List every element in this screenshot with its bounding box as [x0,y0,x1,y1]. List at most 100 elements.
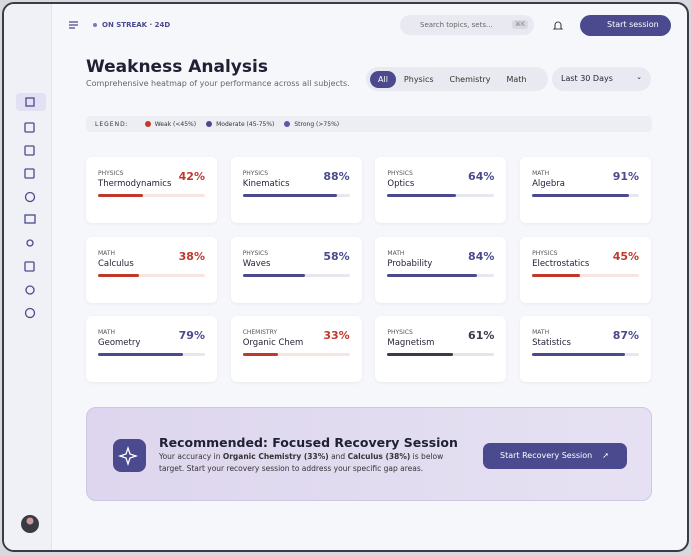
rec-text-bold: Organic Chemistry (33%) [222,452,329,461]
start-session-button[interactable]: Start session [580,15,671,36]
card-subject: PHYSICS [242,170,269,177]
progress-track [98,194,205,197]
filter-tab[interactable]: All [370,70,396,88]
card-subject: PHYSICS [98,170,124,177]
legend: LEGEND: Weak (<45%) Moderate (45-75%) Stron… [86,116,652,132]
card-topic: Waves [242,258,271,269]
card-topic: Organic Chem [242,338,304,348]
rocket-icon: ➚ [602,451,609,460]
card-topic: Optics [387,179,415,189]
page-subtitle: Comprehensive heatmap of your performanc… [86,79,350,88]
search-placeholder: Search topics, sets... [420,21,493,29]
legend-dot [144,121,151,127]
period-select[interactable]: Last 30 Days ⌄ [552,67,651,91]
progress-fill [387,273,478,277]
topic-card[interactable]: MATH Statistics 87% [520,316,652,382]
card-subject: MATH [532,329,550,336]
card-subject: PHYSICS [387,170,413,177]
progress-fill [98,273,139,277]
active-nav-bg [16,93,46,111]
legend-item: Strong (>75%) [284,121,339,128]
nav-settings[interactable] [25,285,35,295]
topic-card[interactable]: MATH Probability 84% [375,236,507,303]
progress-fill [242,273,305,277]
progress-fill [242,194,337,197]
progress-track [242,194,350,197]
progress-track [387,353,495,356]
progress-fill [532,353,626,356]
rec-title: Recommended: Focused Recovery Session [159,435,458,450]
card-subject: PHYSICS [242,249,269,257]
progress-track [242,273,350,277]
progress-track [387,194,495,197]
card-score: 33% [323,329,350,342]
topic-card[interactable]: PHYSICS Optics 64% [375,157,507,223]
card-topic: Geometry [98,338,141,348]
bell[interactable] [552,20,564,32]
legend-item: Moderate (45-75%) [206,121,274,128]
sidebar-icons [16,93,46,533]
card-topic: Electrostatics [532,258,590,269]
nav-stats[interactable] [24,145,35,156]
card-topic: Calculus [98,258,134,269]
nav-timer[interactable] [24,191,36,203]
chevron: ⌄ [636,73,642,81]
progress-track [532,353,640,356]
nav-community[interactable] [26,239,34,247]
card-subject: MATH [98,249,115,257]
topic-card[interactable]: PHYSICS Magnetism 61% [375,316,507,382]
nav-calendar[interactable] [24,168,35,179]
card-subject: CHEMISTRY [242,329,278,336]
card-score: 58% [323,249,350,263]
card-subject: MATH [532,170,550,177]
card-topic: Thermodynamics [98,179,172,189]
avatar-face [26,517,34,525]
topic-card[interactable]: MATH Calculus 38% [86,236,217,303]
search-box[interactable]: Search topics, sets... ⌘K [400,15,534,35]
rec-text-part: and [328,452,348,461]
progress-fill [98,194,143,197]
topic-card[interactable]: CHEMISTRY Organic Chem 33% [230,316,362,382]
rec-text-bold: Calculus (38%) [347,452,411,461]
legend-dot [206,121,213,127]
nav-dashboard[interactable] [25,97,35,107]
topic-card[interactable]: MATH Geometry 79% [86,316,217,382]
card-score: 91% [612,170,640,183]
card-topic: Algebra [532,179,565,189]
progress-track [98,273,205,277]
card-score: 88% [323,170,350,183]
card-topic: Statistics [532,338,571,348]
start-recovery-button[interactable]: Start Recovery Session ➚ [483,443,627,469]
topic-card[interactable]: PHYSICS Electrostatics 45% [520,236,652,303]
sparkle-icon [113,439,146,472]
topic-card[interactable]: PHYSICS Thermodynamics 42% [86,157,217,223]
nav-help[interactable] [24,307,36,319]
subject-tabs: All Physics Chemistry Math [366,67,548,91]
rec-text-part: Your accuracy in [159,452,223,461]
card-topic: Kinematics [242,179,290,189]
card-score: 42% [178,170,205,183]
nav-sets[interactable] [24,122,35,133]
filter-tab[interactable]: Math [506,74,527,84]
card-subject: MATH [98,329,115,336]
progress-fill [532,194,630,197]
rec-text-part: is below target. Start your recovery ses… [159,452,444,473]
card-score: 38% [178,249,205,263]
topic-card[interactable]: PHYSICS Waves 58% [230,236,362,303]
filter-tab[interactable]: Physics [403,74,434,84]
nav-reports[interactable] [24,261,35,272]
progress-fill [387,353,453,356]
progress-track [387,273,495,277]
progress-fill [387,194,456,197]
card-topic: Probability [387,258,433,269]
filter-tab[interactable]: Chemistry [449,74,491,84]
card-score: 64% [468,170,495,183]
legend-item: Weak (<45%) [144,121,196,128]
nav-library[interactable] [24,214,36,224]
menu-icon[interactable] [68,20,80,30]
topic-card[interactable]: PHYSICS Kinematics 88% [230,157,362,223]
card-score: 61% [468,329,495,342]
topic-card[interactable]: MATH Algebra 91% [520,157,652,223]
legend-dot [284,121,291,127]
